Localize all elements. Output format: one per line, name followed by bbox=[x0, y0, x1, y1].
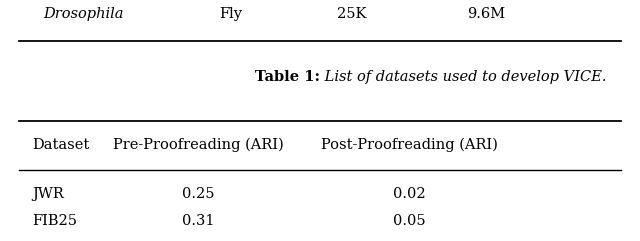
Text: Table 1:: Table 1: bbox=[255, 70, 320, 84]
Text: List of datasets used to develop VICE.: List of datasets used to develop VICE. bbox=[320, 70, 607, 84]
Text: 0.05: 0.05 bbox=[394, 214, 426, 228]
Text: Drosophila: Drosophila bbox=[43, 7, 124, 21]
Text: 25K: 25K bbox=[337, 7, 367, 21]
Text: 9.6M: 9.6M bbox=[467, 7, 506, 21]
Text: FIB25: FIB25 bbox=[32, 214, 77, 228]
Text: Pre-Proofreading (ARI): Pre-Proofreading (ARI) bbox=[113, 137, 284, 152]
Text: 0.02: 0.02 bbox=[394, 187, 426, 201]
Text: 0.25: 0.25 bbox=[182, 187, 214, 201]
Text: JWR: JWR bbox=[32, 187, 64, 201]
Text: 0.31: 0.31 bbox=[182, 214, 214, 228]
Text: Fly: Fly bbox=[219, 7, 242, 21]
Text: Dataset: Dataset bbox=[32, 138, 89, 152]
Text: Post-Proofreading (ARI): Post-Proofreading (ARI) bbox=[321, 137, 498, 152]
